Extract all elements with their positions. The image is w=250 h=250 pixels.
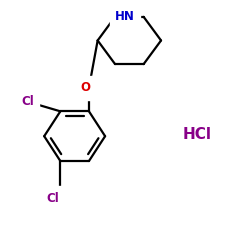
Text: HCl: HCl <box>182 128 212 142</box>
Text: HN: HN <box>115 10 135 23</box>
Text: Cl: Cl <box>46 192 59 205</box>
Text: O: O <box>80 81 90 94</box>
Text: Cl: Cl <box>21 96 34 108</box>
